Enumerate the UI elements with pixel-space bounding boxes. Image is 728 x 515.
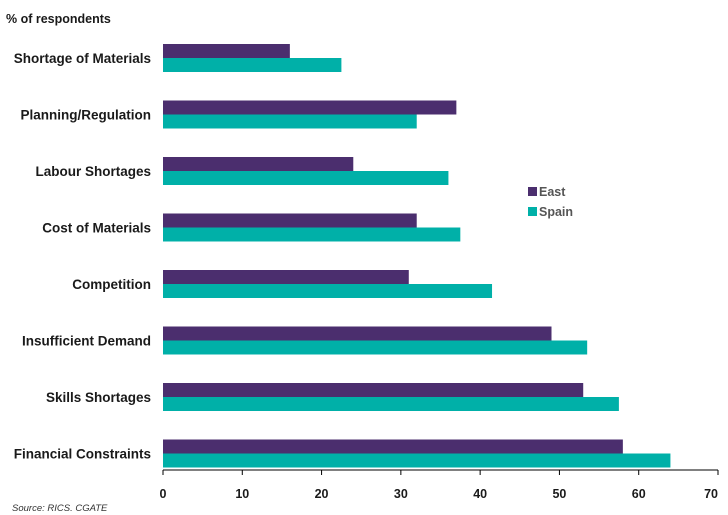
x-tick-label: 20 <box>315 487 329 501</box>
bar-east-5 <box>163 326 552 341</box>
x-tick-label: 10 <box>235 487 249 501</box>
category-labels: Shortage of Materials Planning/Regulation… <box>14 51 151 462</box>
bar-spain-1 <box>163 114 417 129</box>
legend-label-spain: Spain <box>539 205 573 219</box>
x-tick-label: 30 <box>394 487 408 501</box>
bar-spain-0 <box>163 58 342 72</box>
legend-swatch-spain <box>528 207 537 216</box>
x-tick-label: 40 <box>473 487 487 501</box>
x-tick-label: 50 <box>552 487 566 501</box>
bar-east-2 <box>163 157 354 171</box>
bar-spain-5 <box>163 340 588 355</box>
bar-east-0 <box>163 44 290 58</box>
x-tick-label: 60 <box>632 487 646 501</box>
bar-spain-3 <box>163 227 461 242</box>
x-tick-label: 0 <box>160 487 167 501</box>
legend: East Spain <box>528 185 573 219</box>
bar-east-3 <box>163 213 417 228</box>
bar-spain-7 <box>163 453 671 468</box>
category-label: Financial Constraints <box>14 447 151 462</box>
category-label: Shortage of Materials <box>14 51 151 66</box>
bars-group <box>163 44 671 468</box>
unit-label: % of respondents <box>6 12 111 26</box>
bar-spain-6 <box>163 397 619 411</box>
category-label: Cost of Materials <box>42 221 151 236</box>
bar-east-7 <box>163 439 623 454</box>
x-tick-label: 70 <box>704 487 718 501</box>
bar-east-4 <box>163 270 409 284</box>
bar-spain-2 <box>163 171 449 185</box>
category-label: Labour Shortages <box>35 164 151 179</box>
category-label: Insufficient Demand <box>22 334 151 349</box>
legend-label-east: East <box>539 185 566 199</box>
bar-spain-4 <box>163 284 493 298</box>
legend-swatch-east <box>528 187 537 196</box>
category-label: Planning/Regulation <box>21 108 152 123</box>
bar-east-1 <box>163 100 457 115</box>
category-label: Skills Shortages <box>46 390 151 405</box>
bar-east-6 <box>163 383 584 397</box>
category-label: Competition <box>72 277 151 292</box>
x-axis-ticks: 0 10 20 30 40 50 60 70 <box>160 470 719 501</box>
source-note: Source: RICS. CGATE <box>12 503 108 514</box>
